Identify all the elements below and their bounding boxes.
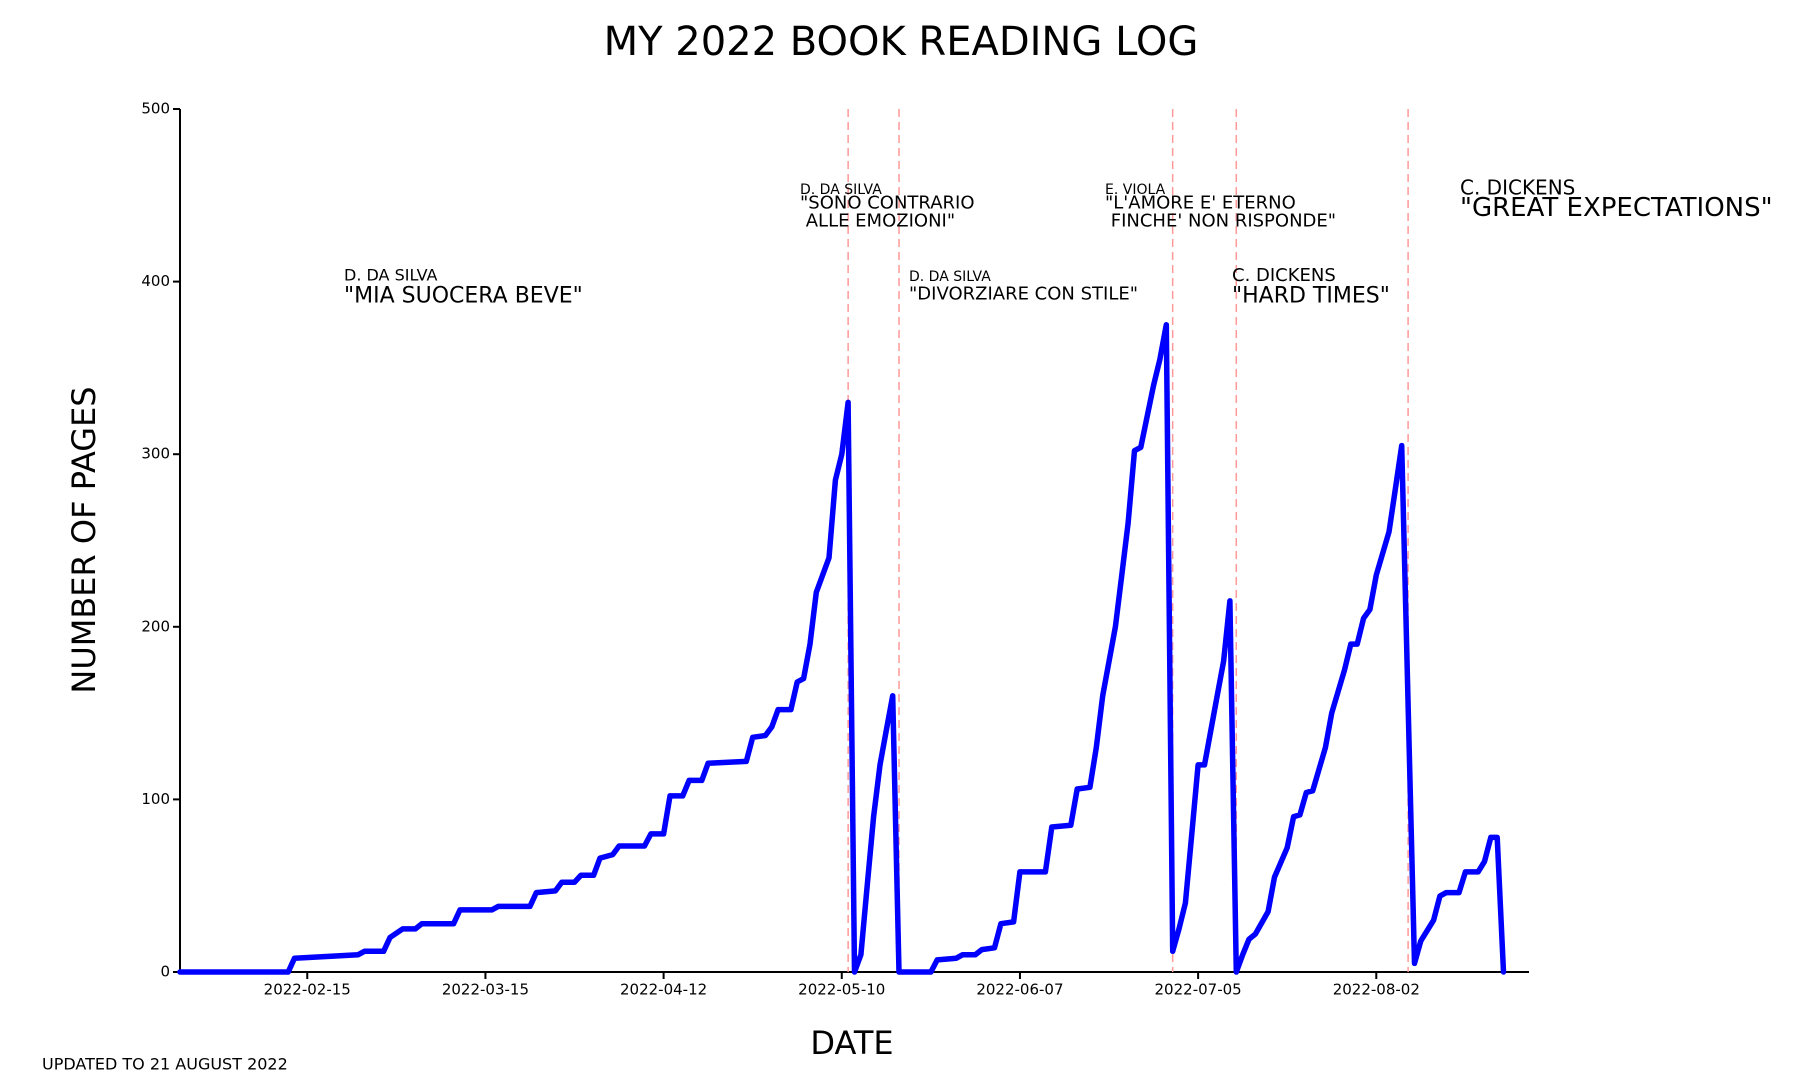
x-tick-label: 2022-04-12 (620, 981, 707, 999)
annotation-author: D. DA SILVA (344, 266, 438, 285)
annotation-title: ALLE EMOZIONI" (800, 211, 955, 232)
annotation-author: C. DICKENS (1460, 176, 1575, 200)
y-tick-label: 300 (141, 445, 170, 463)
chart-title: MY 2022 BOOK READING LOG (604, 19, 1199, 65)
pages-line (177, 322, 1507, 975)
annotation-title: "SONO CONTRARIO (800, 193, 975, 214)
y-tick-label: 400 (141, 272, 170, 290)
y-axis-label: NUMBER OF PAGES (65, 386, 103, 693)
y-tick-label: 200 (141, 617, 170, 635)
annotation-author: D. DA SILVA (909, 269, 991, 285)
annotation-title: "DIVORZIARE CON STILE" (909, 283, 1138, 304)
x-tick-label: 2022-06-07 (976, 981, 1063, 999)
x-tick-label: 2022-08-02 (1333, 981, 1420, 999)
annotation-title: "GREAT EXPECTATIONS" (1460, 193, 1773, 223)
annotation-author: C. DICKENS (1232, 265, 1336, 286)
x-axis-label: DATE (810, 1024, 893, 1062)
y-tick-label: 500 (141, 100, 170, 118)
annotation-author: D. DA SILVA (800, 182, 882, 198)
annotation-author: E. VIOLA (1105, 182, 1166, 198)
y-tick-label: 0 (160, 963, 170, 981)
y-tick-label: 100 (141, 790, 170, 808)
footnote: UPDATED TO 21 AUGUST 2022 (42, 1055, 288, 1074)
x-tick-label: 2022-05-10 (798, 981, 885, 999)
x-tick-label: 2022-03-15 (442, 981, 529, 999)
x-tick-label: 2022-07-05 (1155, 981, 1242, 999)
annotation-title: "L'AMORE E' ETERNO (1105, 193, 1296, 214)
annotation-title: "HARD TIMES" (1232, 283, 1390, 308)
annotation-title: "MIA SUOCERA BEVE" (344, 283, 583, 308)
annotation-title: FINCHE' NON RISPONDE" (1105, 211, 1336, 232)
x-tick-label: 2022-02-15 (264, 981, 351, 999)
